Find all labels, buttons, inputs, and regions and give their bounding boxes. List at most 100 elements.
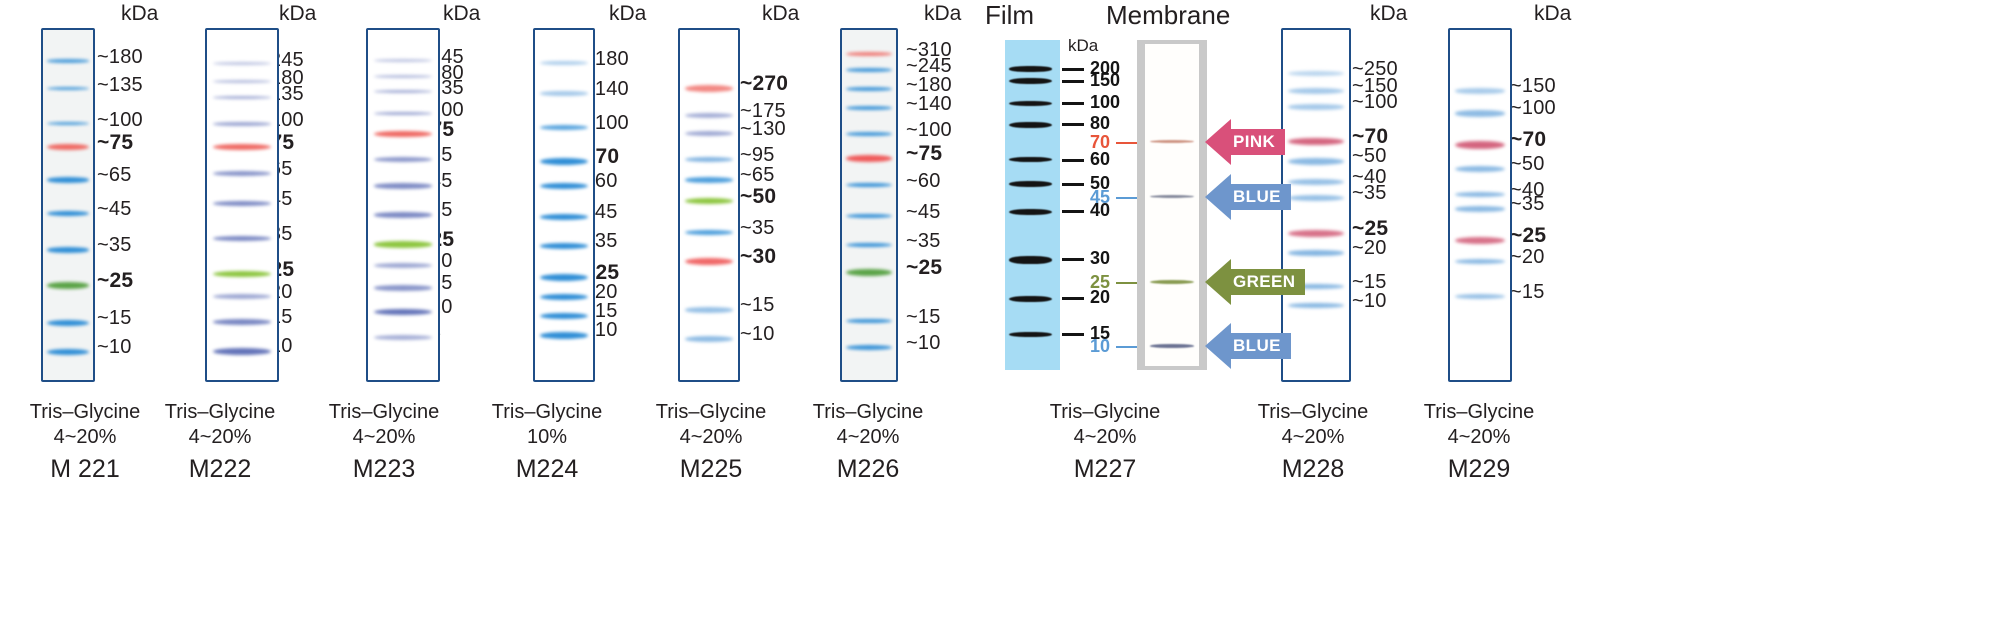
film-band	[1009, 157, 1053, 163]
caption-buffer: Tris–Glycine	[29, 401, 141, 423]
kda-header: kDa	[121, 2, 159, 25]
gel-caption: Tris–Glycine 4~20%	[140, 400, 300, 450]
color-callout-arrow: BLUE	[1205, 174, 1291, 221]
gel-band	[846, 132, 892, 136]
band-label: ~310	[906, 38, 952, 61]
caption-percent: 4~20%	[1073, 426, 1137, 448]
ladder-code: M227	[1073, 455, 1137, 483]
band-label: ~35	[906, 229, 941, 252]
arrow-head-icon	[1205, 323, 1231, 370]
gel-band	[846, 51, 892, 56]
tick-number: 200	[1090, 57, 1121, 78]
band-label: ~20	[1352, 237, 1387, 260]
gel-band	[1454, 258, 1506, 264]
gel-band	[212, 200, 272, 207]
band-label: ~45	[97, 197, 132, 220]
membrane-band	[1150, 195, 1194, 199]
caption-percent: 4~20%	[1447, 426, 1511, 448]
gel-band	[212, 270, 272, 277]
gel-band	[373, 183, 433, 189]
gel-band	[373, 111, 433, 116]
color-callout-arrow: PINK	[1205, 118, 1286, 165]
gel-band	[373, 263, 433, 269]
arrow-label: BLUE	[1233, 187, 1281, 207]
gel-band	[212, 79, 272, 83]
film-strip	[1005, 40, 1060, 370]
membrane-header: Membrane	[1106, 0, 1231, 30]
band-label: ~30	[740, 244, 777, 268]
band-label: ~25	[1510, 224, 1547, 248]
band-label: ~95	[740, 143, 775, 166]
gel-lane-M223	[366, 28, 440, 382]
kda-header: kDa	[1370, 2, 1408, 25]
gel-caption: Tris–Glycine 4~20%	[304, 400, 464, 450]
tick-mark	[1062, 79, 1084, 83]
gel-band	[846, 345, 892, 351]
gel-band	[684, 85, 734, 93]
gel-band	[539, 91, 589, 96]
gel-band	[373, 308, 433, 315]
band-label: ~15	[1352, 270, 1387, 293]
band-label: ~150	[1352, 75, 1398, 98]
band-label: ~175	[740, 100, 786, 123]
gel-band	[373, 334, 433, 340]
tick-mark	[1062, 102, 1084, 106]
band-label: ~15	[97, 307, 132, 330]
membrane-band	[1150, 139, 1194, 143]
gel-band	[47, 320, 89, 327]
gel-band	[47, 282, 89, 289]
gel-band	[1288, 104, 1344, 110]
gel-caption: Tris–Glycine 4~20%	[1015, 400, 1195, 450]
band-label: ~50	[740, 184, 777, 208]
arrow-label: BLUE	[1233, 336, 1281, 356]
caption-buffer: Tris–Glycine	[328, 401, 440, 423]
membrane-band	[1150, 279, 1194, 284]
ladder-code: M225	[679, 455, 743, 483]
gel-band	[539, 273, 589, 281]
tick-mark	[1062, 210, 1084, 214]
gel-caption: Tris–Glycine 4~20%	[788, 400, 948, 450]
gel-band	[373, 130, 433, 138]
gel-band	[47, 143, 89, 151]
tick-leader	[1116, 281, 1139, 284]
gel-band	[539, 312, 589, 320]
gel-band	[47, 247, 89, 253]
gel-band	[212, 143, 272, 151]
caption-buffer: Tris–Glycine	[1423, 401, 1535, 423]
gel-band	[1288, 158, 1344, 166]
caption-buffer: Tris–Glycine	[812, 401, 924, 423]
gel-band	[846, 105, 892, 110]
tick-number: 40	[1090, 200, 1111, 221]
gel-band	[1288, 88, 1344, 95]
caption-percent: 4~20%	[836, 426, 900, 448]
tick-number: 25	[1090, 271, 1111, 292]
band-label: ~15	[906, 305, 941, 328]
band-label: ~140	[906, 92, 952, 115]
tick-number: 80	[1090, 113, 1111, 134]
kda-header: kDa	[443, 2, 481, 25]
film-band	[1009, 66, 1053, 72]
kda-header: kDa	[279, 2, 317, 25]
caption-buffer: Tris–Glycine	[655, 401, 767, 423]
gel-band	[212, 121, 272, 126]
tick-mark	[1062, 67, 1084, 71]
band-label: ~135	[97, 73, 143, 96]
kda-header: kDa	[924, 2, 962, 25]
gel-band	[212, 171, 272, 177]
gel-band	[539, 183, 589, 190]
band-label: ~50	[1352, 145, 1387, 168]
tick-leader	[1116, 141, 1139, 144]
gel-band	[846, 318, 892, 324]
gel-band	[1288, 137, 1344, 146]
gel-band	[1288, 229, 1344, 237]
tick-mark	[1062, 333, 1084, 337]
gel-band	[1454, 293, 1506, 299]
gel-band	[846, 183, 892, 188]
caption-buffer: Tris–Glycine	[164, 401, 276, 423]
gel-band	[539, 158, 589, 166]
gel-band	[1454, 140, 1506, 150]
membrane-band	[1150, 344, 1194, 348]
